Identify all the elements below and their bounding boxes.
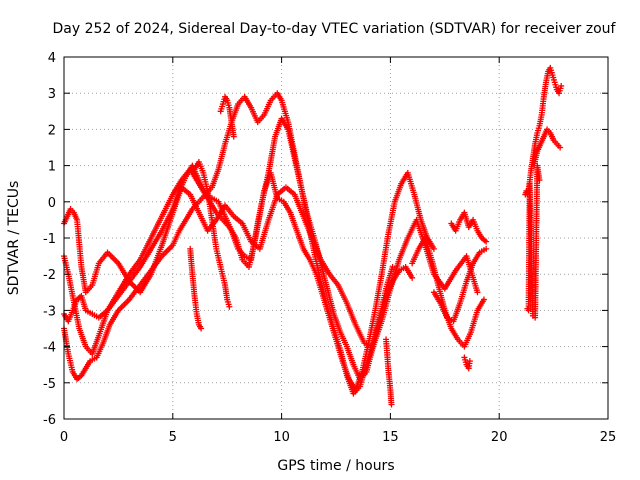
x-tick-label: 20 — [491, 430, 508, 445]
y-tick-label: 3 — [48, 87, 56, 102]
y-tick-label: 4 — [48, 51, 56, 66]
x-axis-label: GPS time / hours — [277, 458, 394, 474]
axis-ticks: 0 5 10 15 20 25 -6 -5 -4 -3 -2 -1 0 1 2 3 4 — [43, 51, 616, 445]
x-tick-label: 5 — [169, 430, 177, 445]
series-track-l — [383, 336, 395, 408]
data-point — [230, 133, 237, 140]
y-tick-label: -6 — [43, 413, 56, 428]
y-tick-label: -3 — [43, 304, 56, 319]
grid — [64, 57, 608, 419]
y-tick-label: -4 — [43, 341, 56, 356]
data-point — [388, 401, 395, 408]
data-point — [389, 263, 396, 270]
series-track-f — [430, 245, 490, 325]
y-tick-label: -5 — [43, 377, 56, 392]
data-point — [483, 245, 490, 252]
data-point — [558, 82, 565, 89]
series-track-h — [461, 354, 473, 372]
series-track-n — [531, 126, 564, 169]
data-point — [480, 296, 487, 303]
data-point — [226, 303, 233, 310]
chart-title: Day 252 of 2024, Sidereal Day-to-day VTE… — [53, 21, 617, 37]
series-track-k — [217, 93, 237, 140]
data-point — [474, 289, 481, 296]
series-track-o — [524, 162, 543, 321]
data-point — [536, 177, 543, 184]
x-tick-label: 15 — [382, 430, 399, 445]
series-track-a — [61, 162, 437, 394]
y-tick-label: 1 — [48, 160, 56, 175]
data-point — [557, 144, 564, 151]
y-tick-label: 0 — [48, 196, 56, 211]
data-point — [198, 325, 205, 332]
series-track-j — [187, 245, 205, 332]
series-track-b — [61, 115, 416, 383]
y-axis-label: SDTVAR / TECUs — [6, 181, 22, 296]
data-points — [61, 64, 565, 408]
series-track-e — [409, 235, 487, 350]
x-tick-label: 10 — [273, 430, 290, 445]
data-point — [409, 274, 416, 281]
x-tick-label: 0 — [60, 430, 68, 445]
data-point — [483, 238, 490, 245]
x-tick-label: 25 — [600, 430, 617, 445]
series-track-i — [191, 158, 233, 310]
data-point — [430, 245, 437, 252]
y-tick-label: 2 — [48, 123, 56, 138]
series-track-g — [448, 209, 490, 245]
data-point — [466, 358, 473, 365]
y-tick-label: -1 — [43, 232, 56, 247]
y-tick-label: -2 — [43, 268, 56, 283]
